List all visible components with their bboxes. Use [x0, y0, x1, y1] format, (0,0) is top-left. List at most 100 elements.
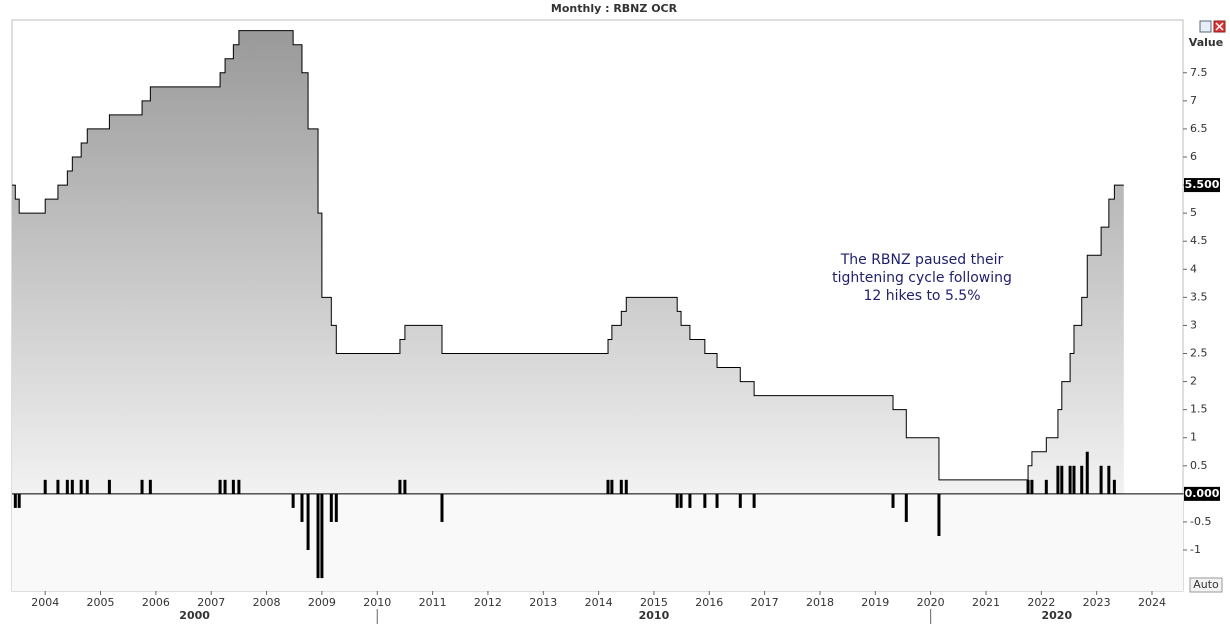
y-tick-label: -0.5	[1190, 515, 1211, 528]
x-tick-label: 2022	[1027, 596, 1055, 609]
x-tick-label: 2015	[640, 596, 668, 609]
change-bar	[291, 493, 295, 508]
change-bar	[1056, 465, 1060, 494]
y-tick-label: 7.5	[1190, 66, 1208, 79]
y-tick-label: 3	[1190, 318, 1197, 331]
y-tick-label: 2	[1190, 375, 1197, 388]
change-bar	[300, 493, 304, 522]
change-bar	[715, 493, 719, 508]
y-tick-label: 0.000	[1185, 487, 1220, 500]
change-bar	[675, 493, 679, 508]
x-tick-label: 2011	[419, 596, 447, 609]
last-value-label: 5.500	[1185, 178, 1220, 191]
x-tick-label: 2023	[1083, 596, 1111, 609]
change-bar	[148, 479, 152, 494]
change-bar	[56, 479, 60, 494]
change-bar	[218, 479, 222, 494]
annotation: The RBNZ paused their	[840, 252, 1004, 268]
change-bar	[316, 493, 320, 579]
x-tick-label: 2019	[861, 596, 889, 609]
x-tick-label: 2009	[308, 596, 336, 609]
change-bar	[937, 493, 941, 536]
x-tick-label: 2017	[751, 596, 779, 609]
chart-title: Monthly : RBNZ OCR	[551, 2, 678, 15]
y-tick-label: 0.5	[1190, 459, 1208, 472]
x-tick-label: 2008	[253, 596, 281, 609]
change-bar	[223, 479, 227, 494]
change-bar	[1107, 465, 1111, 494]
change-bar	[403, 479, 407, 494]
change-bar	[624, 479, 628, 494]
window-icons[interactable]	[1199, 20, 1226, 33]
change-bar	[1060, 465, 1064, 494]
y-tick-label: -1	[1190, 543, 1201, 556]
change-bar	[334, 493, 338, 522]
last-value-box	[1184, 178, 1220, 193]
y-tick-label: 4	[1190, 262, 1197, 275]
x-tick-label: 2006	[142, 596, 170, 609]
change-bar	[891, 493, 895, 508]
y-tick-label: 1	[1190, 431, 1197, 444]
change-bar	[320, 493, 324, 579]
auto-button-label[interactable]: Auto	[1193, 578, 1219, 591]
change-bar	[70, 479, 74, 494]
x-tick-label: 2016	[695, 596, 723, 609]
change-bar	[904, 493, 908, 522]
change-bar	[688, 493, 692, 508]
change-bar	[610, 479, 614, 494]
change-bar	[1068, 465, 1072, 494]
change-bar	[65, 479, 69, 494]
change-bar	[398, 479, 402, 494]
y-tick-label: 6	[1190, 150, 1197, 163]
negative-area	[12, 494, 1183, 591]
decade-label: 2000	[179, 609, 210, 622]
change-bar	[619, 479, 623, 494]
annotation: tightening cycle following	[832, 270, 1012, 286]
change-bar	[1099, 465, 1103, 494]
change-bar	[237, 479, 241, 494]
change-bar	[13, 493, 17, 508]
change-bar	[140, 479, 144, 494]
change-bar	[231, 479, 235, 494]
change-bar	[107, 479, 111, 494]
ocr-line	[12, 30, 1124, 481]
y-tick-label: 6.5	[1190, 122, 1208, 135]
x-tick-label: 2007	[197, 596, 225, 609]
change-bar	[1085, 451, 1089, 494]
x-tick-label: 2014	[585, 596, 613, 609]
change-bar	[1072, 465, 1076, 494]
y-tick-label: 7	[1190, 94, 1197, 107]
change-bar	[1080, 465, 1084, 494]
x-tick-label: 2024	[1138, 596, 1166, 609]
x-tick-label: 2018	[806, 596, 834, 609]
x-tick-label: 2012	[474, 596, 502, 609]
change-bar	[1112, 479, 1116, 494]
y-tick-label: 1.5	[1190, 403, 1208, 416]
plot	[12, 30, 1183, 579]
auto-button[interactable]	[1189, 577, 1223, 593]
change-bar	[606, 479, 610, 494]
y-tick-label: 5	[1190, 206, 1197, 219]
annotation: 12 hikes to 5.5%	[863, 288, 980, 304]
change-bar	[43, 479, 47, 494]
restore-icon[interactable]	[1199, 20, 1212, 33]
close-cross	[1215, 22, 1224, 31]
x-tick-label: 2010	[363, 596, 391, 609]
change-bar	[752, 493, 756, 508]
x-tick-label: 2004	[31, 596, 59, 609]
area	[12, 30, 1124, 494]
change-bar	[306, 493, 310, 551]
change-bar	[1026, 479, 1030, 494]
x-tick-label: 2020	[917, 596, 945, 609]
x-tick-label: 2021	[972, 596, 1000, 609]
y-tick-label: 3.5	[1190, 290, 1208, 303]
x-tick-label: 2013	[529, 596, 557, 609]
change-bar	[679, 493, 683, 508]
y-tick-label: 2.5	[1190, 347, 1208, 360]
change-bar	[703, 493, 707, 508]
change-bar	[85, 479, 89, 494]
decade-label: 2010	[639, 609, 670, 622]
change-bar	[79, 479, 83, 494]
y-tick-label: 4.5	[1190, 234, 1208, 247]
